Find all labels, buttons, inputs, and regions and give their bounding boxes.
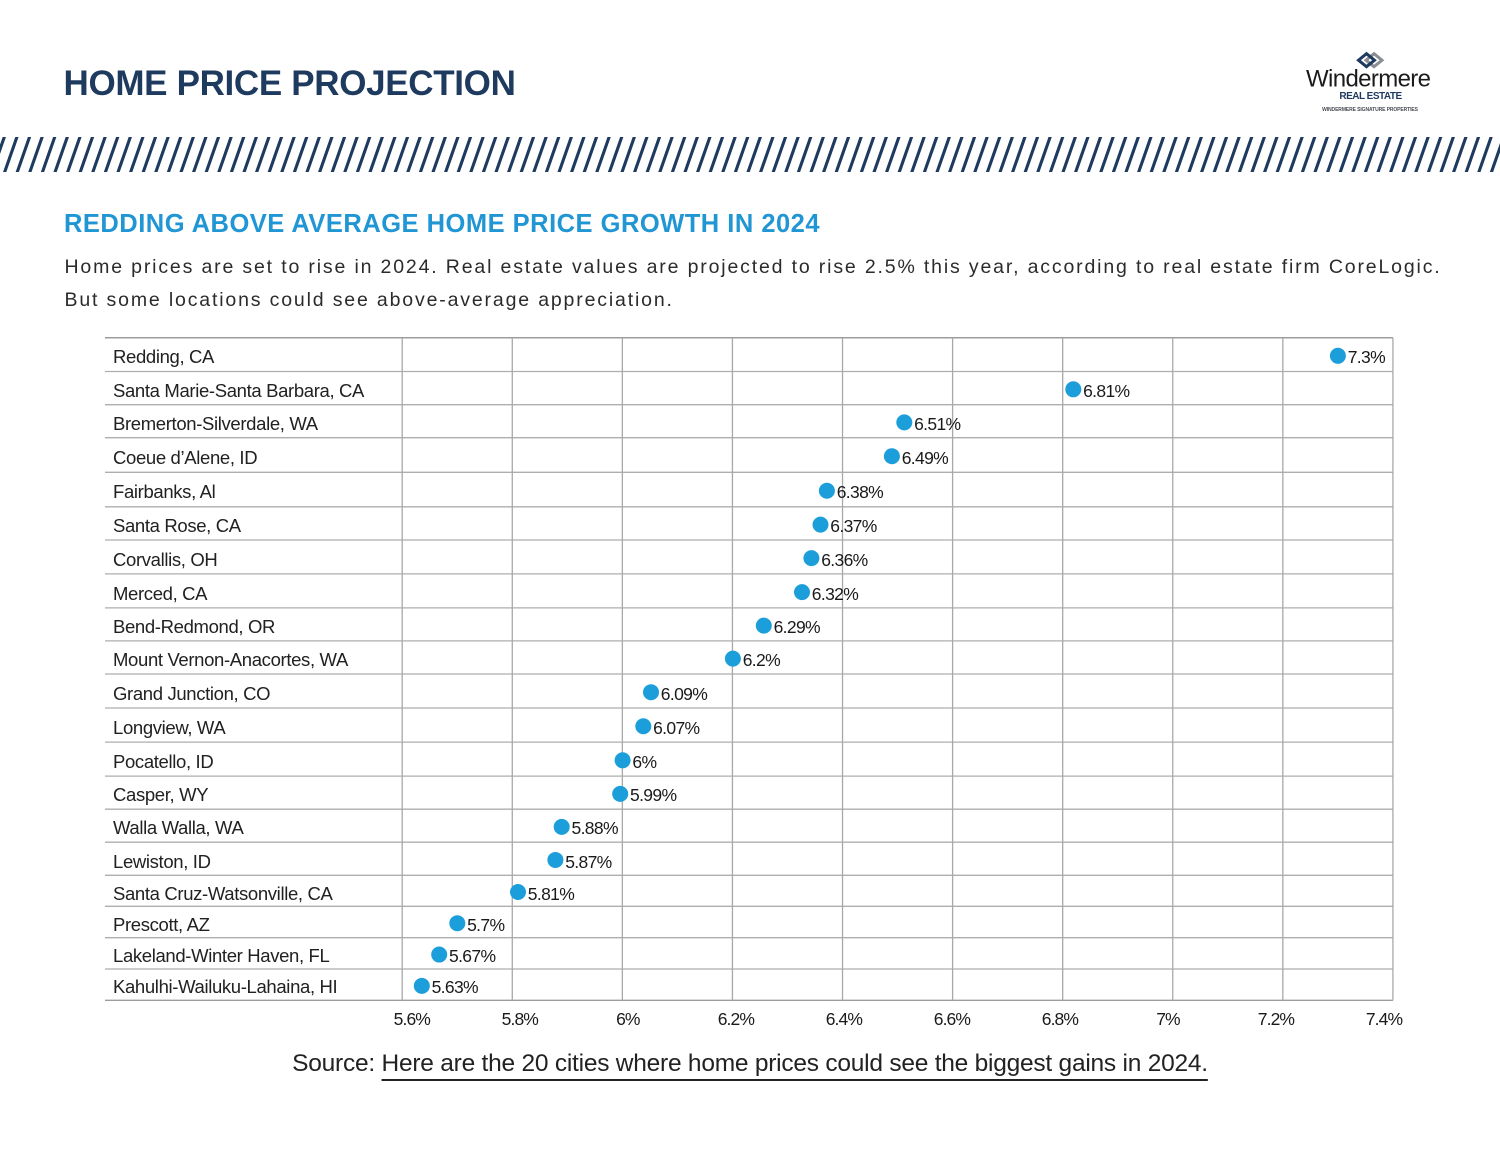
svg-text:REAL ESTATE: REAL ESTATE <box>1339 91 1402 102</box>
svg-text:Windermere: Windermere <box>1306 66 1431 93</box>
svg-text:WINDERMERE SIGNATURE PROPERTIE: WINDERMERE SIGNATURE PROPERTIES <box>1322 107 1418 113</box>
